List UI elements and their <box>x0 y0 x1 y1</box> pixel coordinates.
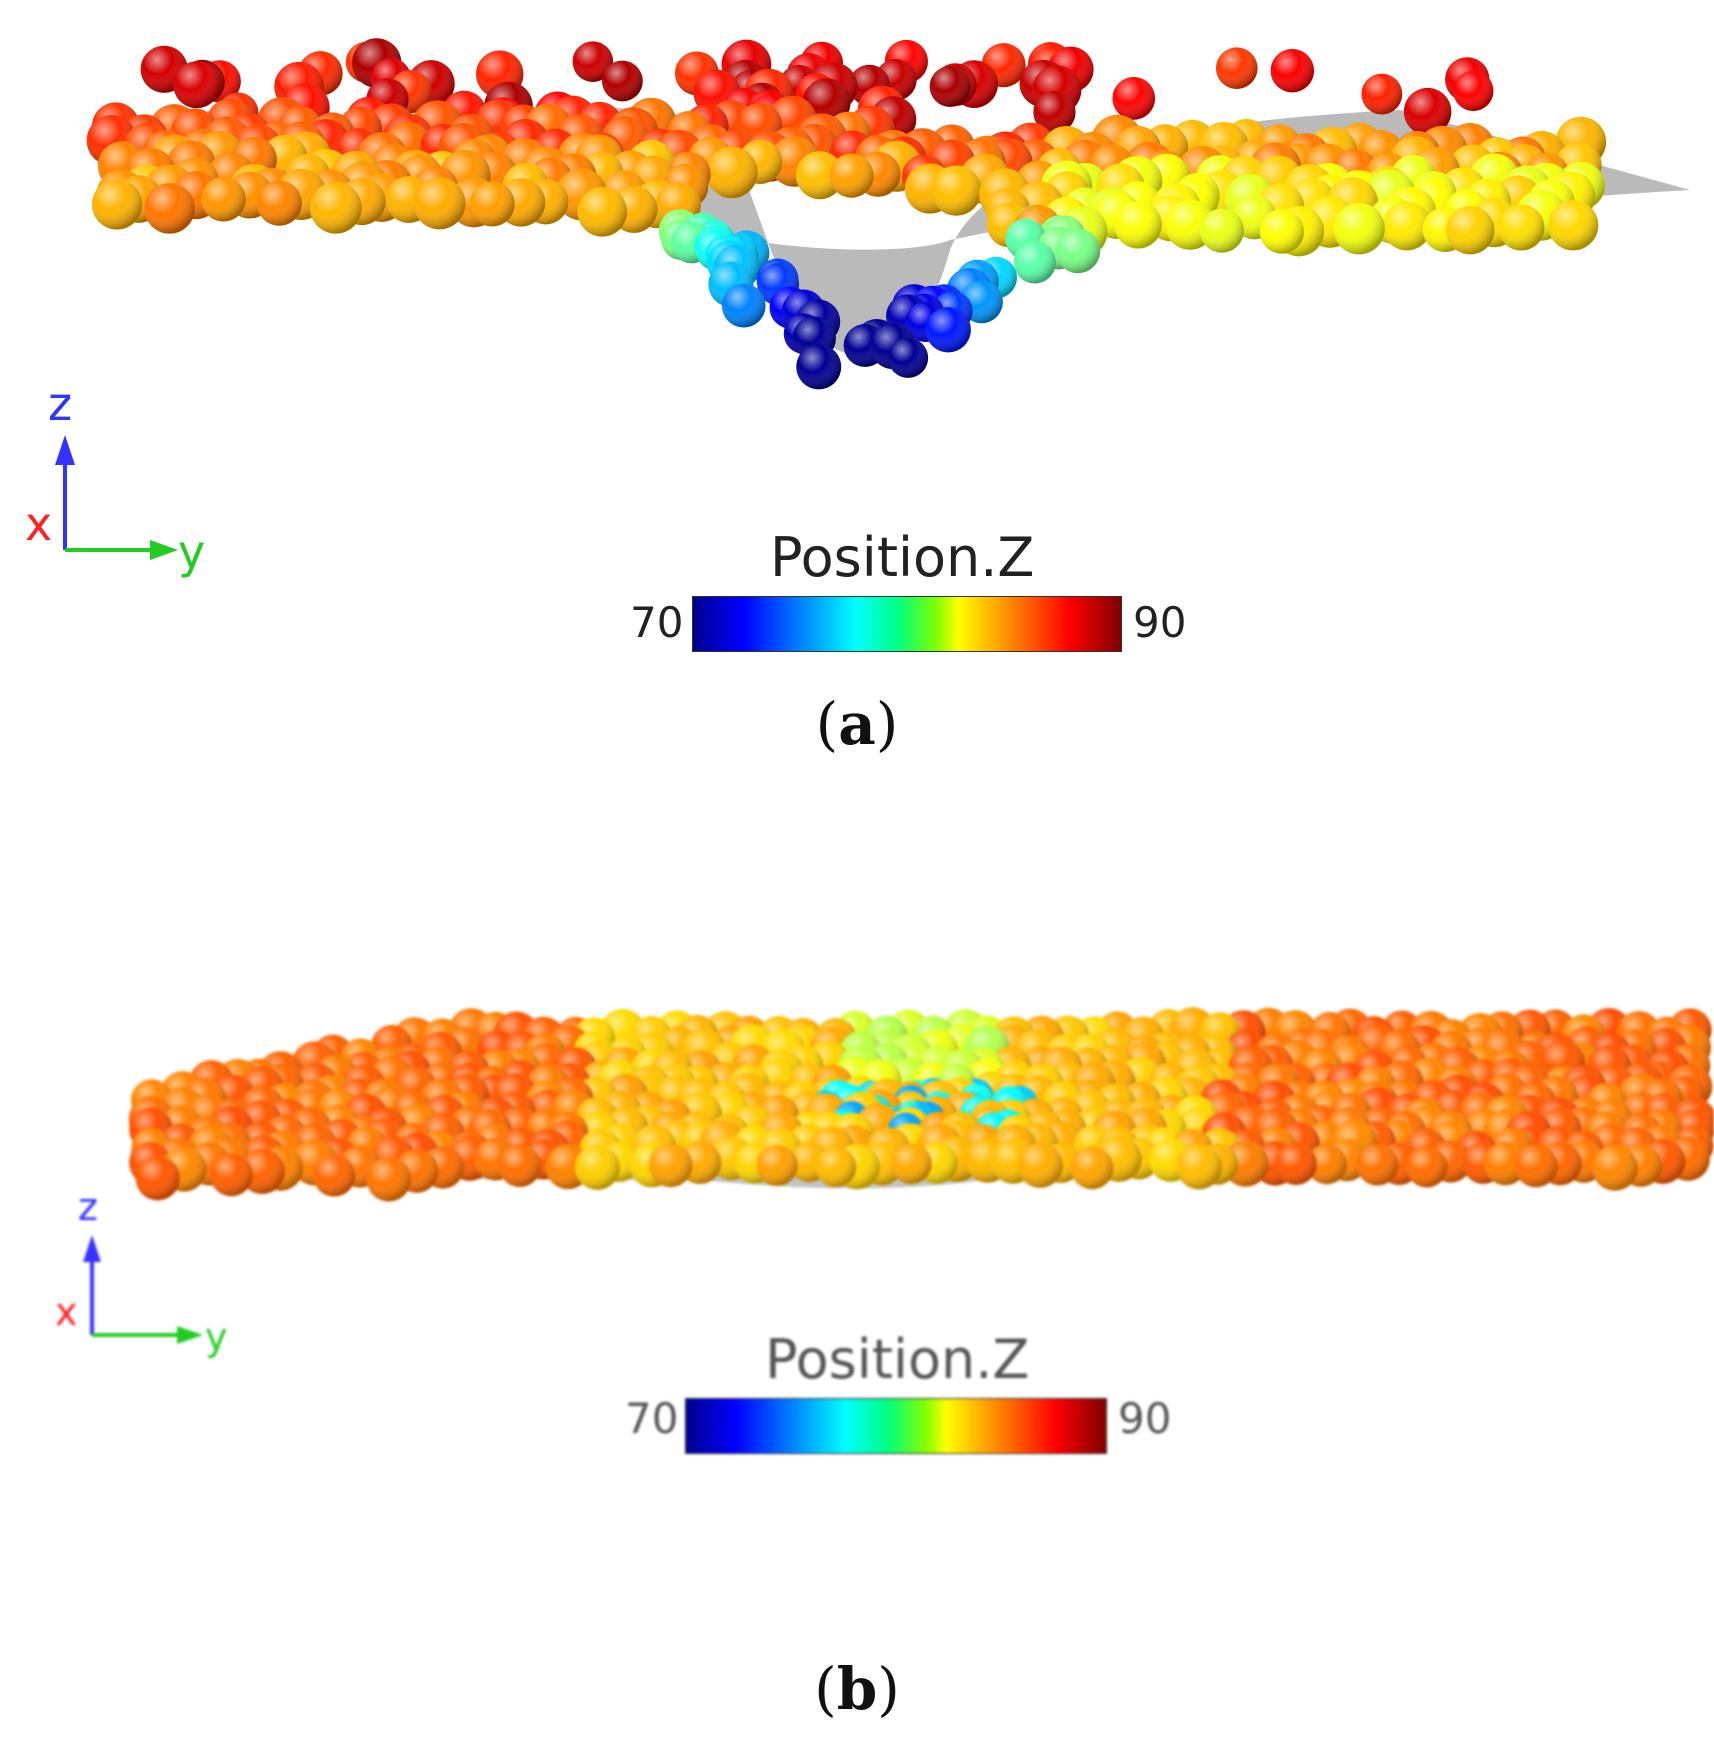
particle-sphere-shading <box>1306 1143 1347 1185</box>
particle-sphere-shading <box>925 307 971 353</box>
particle-sphere-shading <box>815 1146 857 1188</box>
particle-sphere-shading <box>173 61 221 109</box>
particle-sphere-shading <box>1270 48 1315 93</box>
colorbar-max-label: 90 <box>1133 598 1187 647</box>
particle-sphere-shading <box>1445 205 1495 255</box>
particle-sphere-shading <box>572 41 614 82</box>
particle-sphere-shading <box>1514 1143 1558 1188</box>
particle-sphere-shading <box>469 181 515 227</box>
particle-sphere-shading <box>1199 208 1244 253</box>
particle-sphere-shading <box>1403 87 1452 136</box>
particle-sphere-shading <box>929 66 971 107</box>
particle-sphere-shading <box>574 1144 620 1190</box>
particle-sphere-shading <box>256 180 302 226</box>
colorbar-min-label-b: 70 <box>625 1394 679 1443</box>
particle-sphere-shading <box>756 1144 798 1187</box>
particle-sphere-shading <box>366 1157 411 1202</box>
particle-sphere-shading <box>309 181 362 234</box>
particle-sphere-shading <box>931 165 982 216</box>
colorbar <box>692 596 1122 652</box>
panel-b: z x y Position.Z 70 90 (b) <box>0 880 1714 1763</box>
particle-sphere-shading <box>721 283 766 328</box>
particle-sphere-shading <box>601 60 643 102</box>
particle-scene-b: z x y <box>55 1007 1714 1359</box>
particle-sphere-shading <box>1114 200 1162 249</box>
panel-label-b: (b) <box>814 1655 900 1723</box>
particle-sphere-shading <box>1548 200 1599 251</box>
particle-sphere-shading <box>796 344 842 390</box>
colorbar-min-label: 70 <box>630 598 684 647</box>
particle-sphere-shading <box>1275 1143 1317 1185</box>
particle-sphere-shading <box>1033 91 1076 134</box>
colorbar-title: Position.Z <box>770 526 1035 589</box>
particle-sphere-shading <box>1406 1146 1448 1188</box>
particle-sphere-shading <box>1591 1144 1638 1191</box>
particle-sphere-shading <box>1453 70 1494 112</box>
axes-triad-a: z x y <box>25 377 205 579</box>
particle-sphere-shading <box>1055 228 1101 274</box>
particle-sphere-shading <box>887 337 929 378</box>
particle-sphere-shading <box>1259 209 1305 254</box>
particle-sphere-shading <box>795 151 844 200</box>
particle-sphere-shading <box>1176 1143 1222 1190</box>
particle-sphere-shading <box>1498 204 1545 251</box>
colorbar-title-b: Position.Z <box>765 1328 1030 1391</box>
particle-sphere-shading <box>891 1143 932 1185</box>
particle-sphere-shading <box>577 187 628 237</box>
particle-sphere-shading <box>648 1143 693 1188</box>
particle-sphere-shading <box>91 179 143 230</box>
axis-z-label-b: z <box>78 1185 98 1229</box>
colorbar-b <box>685 1398 1107 1454</box>
particle-scene-a: z x y <box>25 38 1690 579</box>
axes-triad-b: z x y <box>55 1185 228 1359</box>
particle-sphere-shading <box>1017 1142 1063 1188</box>
particle-sphere-shading <box>498 1144 542 1187</box>
panel-label-a: (a) <box>815 690 899 758</box>
particle-sphere-shading <box>1070 1146 1114 1190</box>
axis-z-label: z <box>48 377 72 431</box>
particle-sphere-shading <box>1361 73 1403 115</box>
particle-sphere-shading <box>201 176 246 222</box>
particle-sphere-shading <box>144 183 195 234</box>
axis-x-label: x <box>25 497 52 551</box>
particle-sphere-shading <box>1112 77 1156 120</box>
spheres-group-a <box>86 38 1607 390</box>
particle-sphere-shading <box>1333 202 1385 255</box>
particle-sphere-shading <box>1215 47 1258 90</box>
particle-sphere-shading <box>413 177 466 230</box>
axis-y-label: y <box>178 525 205 579</box>
colorbar-max-label-b: 90 <box>1118 1394 1172 1443</box>
particle-sphere-shading <box>210 1153 253 1197</box>
particle-sphere-shading <box>135 1156 180 1201</box>
particle-sphere-shading <box>829 153 874 198</box>
spheres-group-b <box>128 1007 1714 1202</box>
particle-sphere-shading <box>313 1154 356 1197</box>
panel-a: z x y Position.Z 70 90 (a) <box>0 0 1714 880</box>
axis-x-label-b: x <box>55 1290 78 1334</box>
particle-sphere-shading <box>706 146 758 199</box>
particle-sphere-shading <box>1382 201 1432 251</box>
particle-sphere-shading <box>1013 241 1056 284</box>
axis-y-label-b: y <box>205 1315 228 1359</box>
particle-sphere-shading <box>1356 1143 1399 1186</box>
